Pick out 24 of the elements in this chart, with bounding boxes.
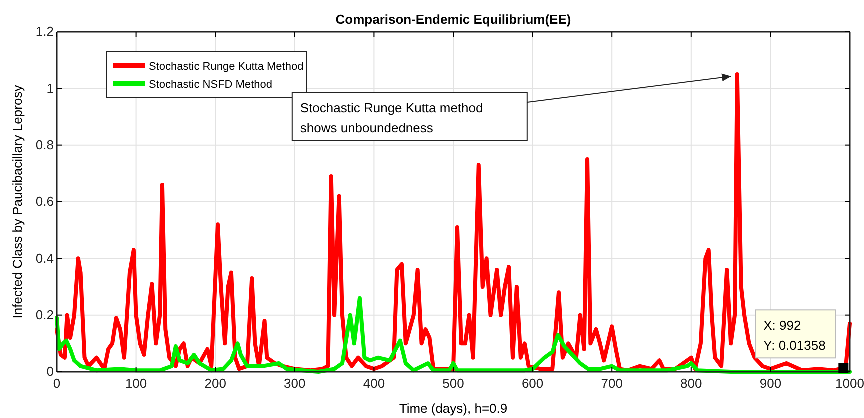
x-tick-label: 600 [522, 376, 544, 391]
x-tick-label: 1000 [836, 376, 864, 391]
x-tick-label: 100 [125, 376, 148, 391]
annotation: X: 992 Y: 0.01358 [764, 318, 826, 354]
x-tick-label: 800 [680, 376, 702, 391]
x-tick-label: 400 [363, 376, 386, 391]
y-tick-label: 0.6 [36, 194, 54, 210]
chart-title: Comparison-Endemic Equilibrium(EE) [336, 12, 572, 27]
x-tick-label: 900 [760, 376, 782, 391]
x-tick-label: 500 [442, 376, 464, 391]
y-tick-label: 1.2 [36, 24, 54, 40]
y-axis-title: Infected Class by Paucibacillary Leprosy [10, 84, 25, 319]
x-axis-title: Time (days), h=0.9 [399, 401, 508, 416]
y-tick-label: 1 [46, 80, 54, 96]
y-tick-label: 0 [46, 364, 54, 380]
y-tick-label: 0.4 [36, 250, 54, 266]
legend-label: Stochastic NSFD Method [149, 79, 272, 91]
x-tick-label: 300 [284, 376, 306, 391]
x-tick-label: 200 [204, 376, 226, 391]
annotation: Stochastic Runge Kutta method shows unboundedness [300, 100, 484, 136]
x-tick-label: 700 [601, 376, 623, 391]
y-tick-label: 0.8 [36, 137, 54, 152]
legend-label: Stochastic Runge Kutta Method [149, 61, 304, 73]
y-tick-label: 0.2 [36, 307, 54, 322]
